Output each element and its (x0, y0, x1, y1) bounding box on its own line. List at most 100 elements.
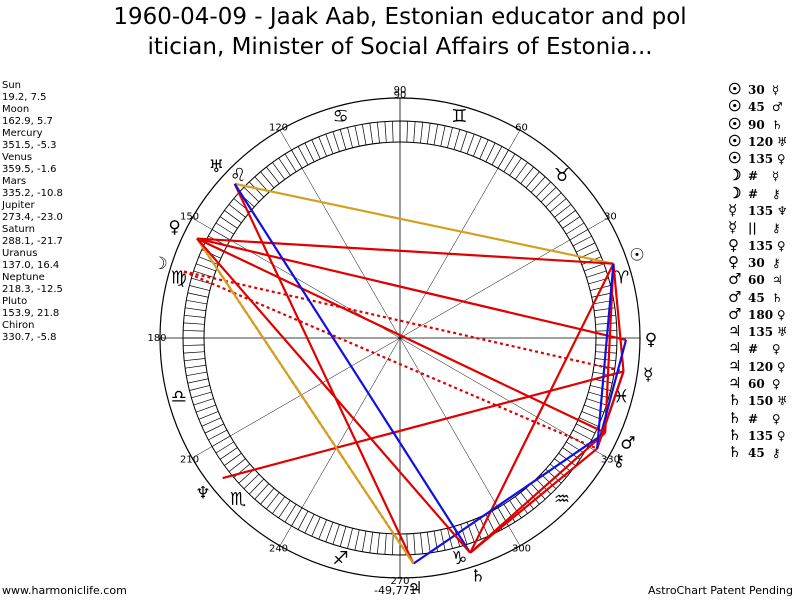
aspect-item: ☉ 120 ♅ (728, 131, 788, 150)
degree-tick (576, 242, 596, 253)
aspect-type: 180 (748, 307, 774, 322)
degree-tick (473, 136, 482, 157)
degree-tick (219, 447, 238, 460)
aspect-item: ♂ 60 ♃ (728, 270, 788, 288)
planet-glyph: ☽ (152, 254, 167, 274)
degree-label: 180 (147, 333, 166, 344)
degree-tick (514, 496, 528, 514)
degree-tick (406, 121, 408, 143)
degree-label: 330 (601, 455, 620, 466)
zodiac-sign-glyph: ♋ (333, 106, 349, 127)
aspect-type: 30 (748, 83, 765, 97)
degree-tick (332, 131, 340, 152)
degree-tick (211, 229, 231, 241)
aspect-item: ♄ 45 ⚷ (728, 443, 788, 461)
degree-tick (215, 222, 234, 235)
planet-coordinates: 137.0, 16.4 (2, 260, 60, 271)
degree-tick (586, 270, 607, 278)
aspect-line (412, 431, 606, 565)
degree-tick (530, 176, 546, 193)
aspect-planet-2: ♀ (768, 377, 781, 392)
outer-circle (159, 97, 641, 579)
degree-tick (284, 153, 297, 172)
zodiac-sign-glyph: ♈ (613, 268, 629, 289)
degree-tick (466, 133, 475, 154)
aspect-planet-1: ☉ (728, 149, 742, 168)
aspect-planet-2: ⚷ (768, 255, 781, 270)
aspect-planet-1: ☽ (728, 183, 742, 202)
degree-tick (193, 270, 214, 278)
zodiac-sign-glyph: ♍ (171, 268, 187, 289)
zodiac-sign-glyph: ♌ (230, 165, 246, 186)
aspect-planet-2: ♄ (768, 290, 783, 305)
degree-tick (201, 417, 222, 427)
degree-tick (347, 127, 353, 148)
degree-tick (184, 314, 206, 318)
degree-tick (558, 210, 576, 224)
degree-tick (588, 391, 609, 399)
degree-tick (569, 229, 589, 241)
planet-coordinates: 288.1, -21.7 (2, 236, 63, 247)
degree-tick (198, 256, 219, 265)
degree-label: 270 (390, 576, 409, 587)
degree-tick (297, 510, 309, 530)
aspect-line (604, 263, 615, 433)
degree-tick (187, 292, 209, 298)
aspect-planet-2: ♅ (773, 134, 788, 149)
degree-tick (413, 533, 416, 555)
aspect-planet-2: ♀ (773, 359, 786, 374)
degree-tick (184, 358, 206, 362)
degree-label: 90 (394, 85, 407, 96)
aspect-planet-2: ♃ (768, 273, 783, 288)
aspect-type: 135 (748, 152, 774, 167)
aspect-item: ☿ || ⚷ (728, 219, 788, 237)
degree-tick (224, 210, 242, 224)
aspect-line (196, 237, 614, 265)
aspect-item: ♃ # ♀ (728, 340, 788, 358)
degree-label: 240 (269, 543, 288, 554)
degree-tick (254, 483, 270, 500)
aspect-planet-1: ☉ (728, 131, 742, 150)
degree-tick (392, 121, 394, 143)
degree-label: 210 (180, 455, 199, 466)
degree-tick (186, 299, 208, 305)
degree-tick (325, 133, 334, 154)
planet-name: Sun (2, 80, 22, 91)
degree-tick (479, 139, 489, 160)
aspect-type: 135 (748, 238, 774, 253)
degree-tick (586, 398, 607, 406)
aspect-planet-2: ⚷ (768, 446, 781, 461)
degree-tick (304, 514, 315, 534)
aspect-list: ☉ 30 ☿ ☉ 45 ♂ ☉ 90 ♄ ☉ 120 ♅ ☉ 135 ♀ ☽ # ☿ ☽ # ⚷ ☿ 135 … (728, 80, 788, 462)
degree-tick (204, 423, 224, 434)
aspect-item: ♄ 135 ♀ (728, 425, 788, 444)
planet-coordinates: 351.5, -5.3 (2, 140, 57, 151)
zodiac-sign-glyph: ♎ (171, 386, 187, 407)
aspect-type: 45 (748, 290, 765, 305)
degree-tick (361, 124, 367, 146)
degree-tick (183, 351, 205, 354)
degree-tick (249, 478, 265, 495)
aspect-planet-2: ♀ (773, 238, 786, 253)
degree-tick (440, 529, 446, 551)
degree-tick (503, 153, 516, 172)
aspect-item: ☽ # ⚷ (728, 183, 788, 202)
degree-tick (272, 162, 286, 180)
planet-position-item: Mars 335.2, -10.8 (2, 176, 63, 200)
planet-name: Venus (2, 152, 33, 163)
degree-tick (183, 330, 205, 332)
aspect-item: ♃ 120 ♀ (728, 357, 788, 375)
zodiac-sign-glyph: ♏ (230, 489, 246, 510)
degree-tick (491, 146, 503, 166)
aspect-planet-1: ☉ (728, 114, 742, 133)
aspect-planet-2: ♀ (773, 152, 786, 167)
degree-tick (189, 285, 210, 291)
degree-tick (453, 129, 461, 150)
aspect-line (469, 431, 606, 554)
degree-tick (354, 125, 360, 147)
aspect-planet-1: ♄ (728, 425, 742, 444)
planet-coordinates: 218.3, -12.5 (2, 284, 63, 295)
degree-tick (503, 504, 516, 523)
aspect-type: # (748, 169, 759, 184)
aspect-line (183, 270, 598, 450)
